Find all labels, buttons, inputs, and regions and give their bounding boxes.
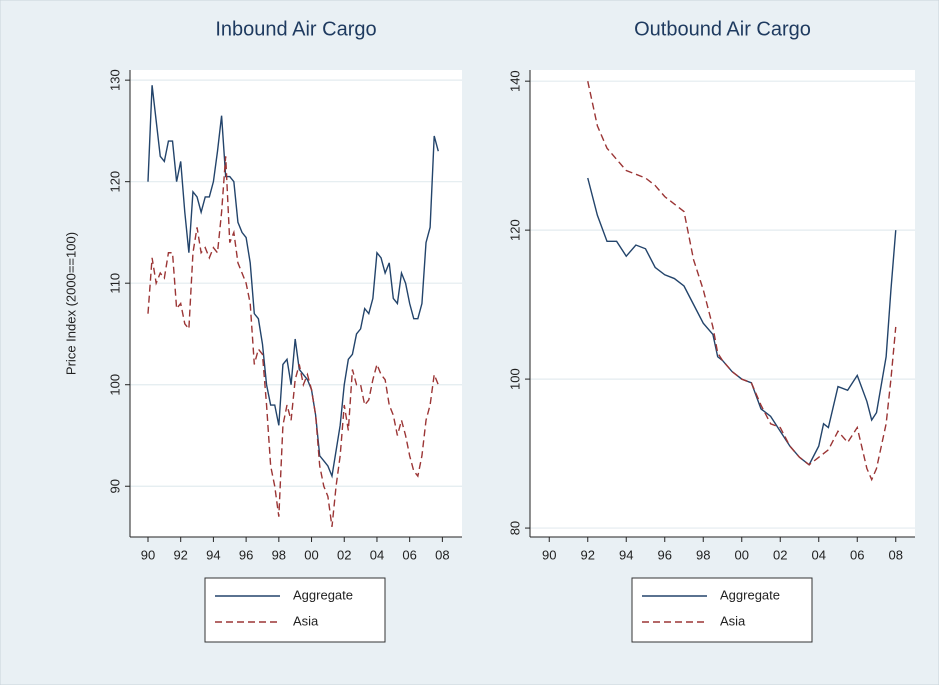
chart-title: Inbound Air Cargo	[215, 18, 376, 40]
x-tick-label: 08	[889, 547, 903, 562]
y-tick-label: 100	[507, 368, 522, 390]
x-tick-label: 06	[402, 547, 416, 562]
x-tick-label: 00	[304, 547, 318, 562]
x-tick-label: 98	[696, 547, 710, 562]
y-tick-label: 140	[507, 70, 522, 92]
legend-label: Aggregate	[720, 587, 780, 602]
y-tick-label: 100	[107, 374, 122, 396]
legend-box	[204, 577, 386, 643]
y-tick-label: 120	[107, 171, 122, 193]
x-tick-label: 04	[812, 547, 826, 562]
legend-label: Asia	[720, 613, 746, 628]
y-axis-label: Price Index (2000==100)	[63, 232, 78, 375]
series-line	[587, 81, 897, 482]
x-tick-label: 06	[850, 547, 864, 562]
y-tick-label: 120	[507, 219, 522, 241]
x-tick-label: 92	[173, 547, 187, 562]
x-tick-label: 92	[581, 547, 595, 562]
x-tick-label: 94	[619, 547, 633, 562]
x-tick-label: 90	[542, 547, 556, 562]
x-tick-label: 96	[239, 547, 253, 562]
x-tick-label: 94	[206, 547, 220, 562]
y-tick-label: 110	[107, 273, 122, 294]
legend-label: Asia	[293, 613, 319, 628]
chart-title: Outbound Air Cargo	[634, 18, 811, 40]
x-tick-label: 08	[435, 547, 449, 562]
plot-area	[130, 70, 462, 537]
series-line	[147, 85, 439, 479]
legend-label: Aggregate	[293, 587, 353, 602]
y-tick-label: 80	[507, 521, 522, 535]
y-tick-label: 130	[107, 69, 122, 91]
plot-area	[530, 70, 915, 537]
y-tick-label: 90	[107, 479, 122, 493]
x-tick-label: 02	[337, 547, 351, 562]
legend-box	[631, 577, 813, 643]
x-tick-label: 96	[658, 547, 672, 562]
x-tick-label: 98	[272, 547, 286, 562]
x-tick-label: 04	[370, 547, 384, 562]
x-tick-label: 02	[773, 547, 787, 562]
x-tick-label: 00	[735, 547, 749, 562]
x-tick-label: 90	[141, 547, 155, 562]
